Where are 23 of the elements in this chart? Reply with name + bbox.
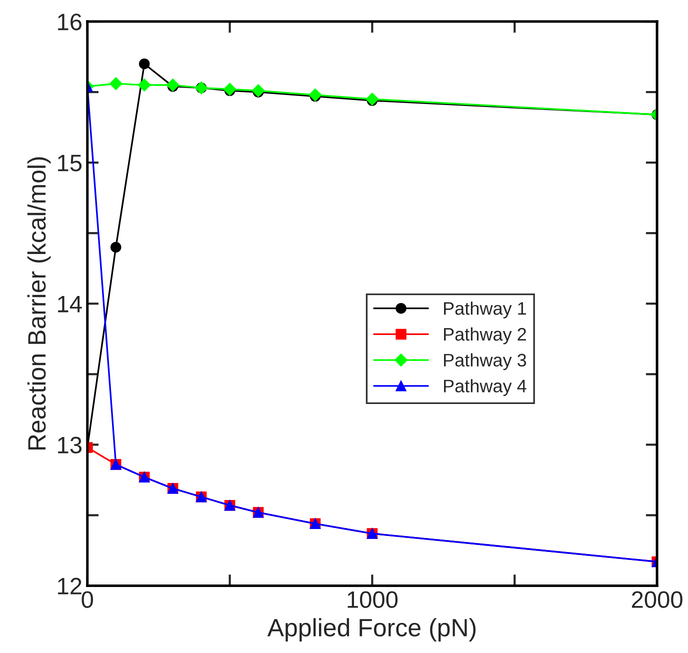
y-tick-label: 15 <box>58 154 82 172</box>
point <box>223 82 236 96</box>
point <box>366 92 379 106</box>
y-tick-label: 16 <box>58 14 82 30</box>
y-tick-label: 12 <box>58 578 82 594</box>
x-axis-title: Applied Force (pN) <box>267 618 476 642</box>
point <box>308 88 322 102</box>
point <box>252 84 265 98</box>
y-tick-label: 14 <box>58 296 82 312</box>
point <box>109 77 122 90</box>
x-tick-label: 0 <box>82 591 94 608</box>
legend-label: Pathway 3 <box>444 353 526 370</box>
x-tick-label: 2000 <box>632 591 682 608</box>
legend-label: Pathway 4 <box>444 379 526 396</box>
legend-label: Pathway 1 <box>444 302 526 318</box>
point <box>166 78 180 92</box>
legend-label: Pathway 2 <box>444 327 526 344</box>
y-axis-title: Reaction Barrier (kcal/mol) <box>27 157 51 450</box>
point <box>110 242 122 253</box>
point <box>138 78 151 92</box>
y-tick-label: 13 <box>58 436 82 454</box>
point <box>138 58 150 70</box>
x-tick-label: 1000 <box>348 591 398 608</box>
